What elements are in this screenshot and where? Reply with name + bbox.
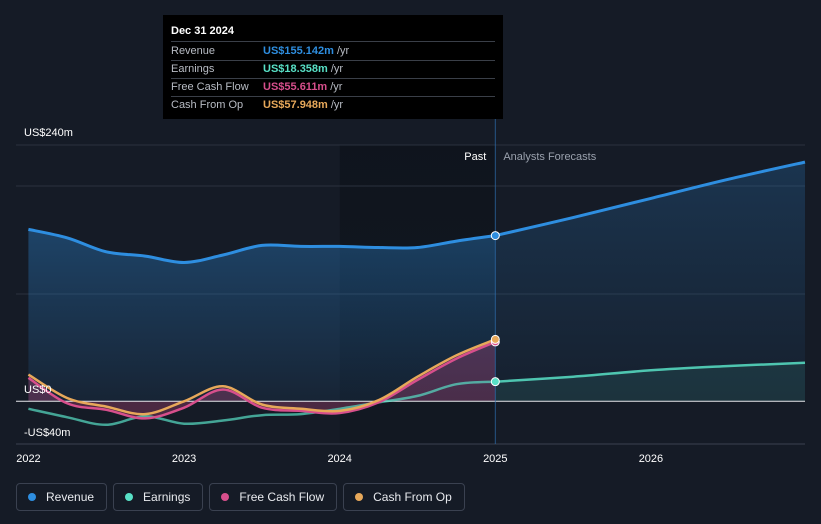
free-cash-flow-area — [28, 341, 496, 419]
legend-dot-icon — [28, 493, 36, 501]
tooltip: Dec 31 2024 Revenue US$155.142m /yr Earn… — [163, 15, 503, 119]
tooltip-unit: /yr — [330, 63, 344, 75]
legend-label: Revenue — [46, 490, 95, 504]
legend: Revenue Earnings Free Cash Flow Cash Fro… — [16, 483, 465, 511]
tooltip-value: US$18.358m — [263, 63, 328, 75]
past-label: Past — [464, 151, 486, 163]
revenue-line — [28, 227, 496, 265]
legend-item-free-cash-flow[interactable]: Free Cash Flow — [209, 483, 338, 511]
tooltip-row-earnings: Earnings US$18.358m /yr — [171, 61, 495, 79]
legend-dot-icon — [355, 493, 364, 501]
y-tick-label: US$0 — [24, 384, 52, 396]
tooltip-unit: /yr — [330, 81, 343, 93]
legend-label: Earnings — [143, 490, 191, 504]
tooltip-date: Dec 31 2024 — [171, 23, 495, 42]
earnings-marker — [490, 377, 500, 387]
revenue-area — [28, 229, 496, 402]
tooltip-label: Cash From Op — [171, 99, 244, 111]
tooltip-value: US$57.948m — [263, 99, 328, 111]
y-tick-label: US$240m — [24, 127, 73, 139]
legend-item-cash-from-op[interactable]: Cash From Op — [343, 483, 465, 511]
forecast-label: Analysts Forecasts — [503, 151, 596, 163]
cash-from-op-line — [27, 338, 496, 416]
legend-label: Cash From Op — [373, 490, 452, 504]
tooltip-label: Revenue — [171, 45, 216, 57]
earnings-forecast-area — [495, 362, 805, 402]
y-tick-label: -US$40m — [24, 427, 70, 439]
legend-dot-icon — [221, 493, 230, 501]
tooltip-label: Free Cash Flow — [171, 81, 249, 93]
legend-item-revenue[interactable]: Revenue — [16, 483, 108, 511]
tooltip-row-cash-from-op: Cash From Op US$57.948m /yr — [171, 97, 495, 114]
tooltip-value: US$55.611m — [263, 81, 328, 93]
revenue-forecast-line — [494, 160, 806, 238]
tooltip-label: Earnings — [171, 63, 215, 75]
free-cash-flow-line — [27, 340, 496, 420]
revenue-forecast-area — [495, 162, 805, 402]
earnings-forecast-line — [495, 361, 806, 383]
x-tick-label: 2026 — [639, 453, 663, 465]
cash-from-op-marker — [490, 334, 500, 344]
legend-dot-icon — [125, 493, 134, 501]
x-tick-label: 2025 — [483, 453, 507, 465]
revenue-marker — [490, 231, 500, 241]
x-tick-label: 2022 — [16, 453, 40, 465]
earnings-line — [28, 380, 496, 427]
x-tick-label: 2023 — [172, 453, 196, 465]
legend-label: Free Cash Flow — [239, 490, 325, 504]
tooltip-unit: /yr — [330, 99, 344, 111]
tooltip-unit: /yr — [336, 45, 350, 57]
tooltip-row-free-cash-flow: Free Cash Flow US$55.611m /yr — [171, 79, 495, 97]
tooltip-value: US$155.142m — [263, 45, 334, 57]
legend-item-earnings[interactable]: Earnings — [113, 483, 204, 511]
x-tick-label: 2024 — [327, 453, 351, 465]
tooltip-row-revenue: Revenue US$155.142m /yr — [171, 43, 495, 61]
